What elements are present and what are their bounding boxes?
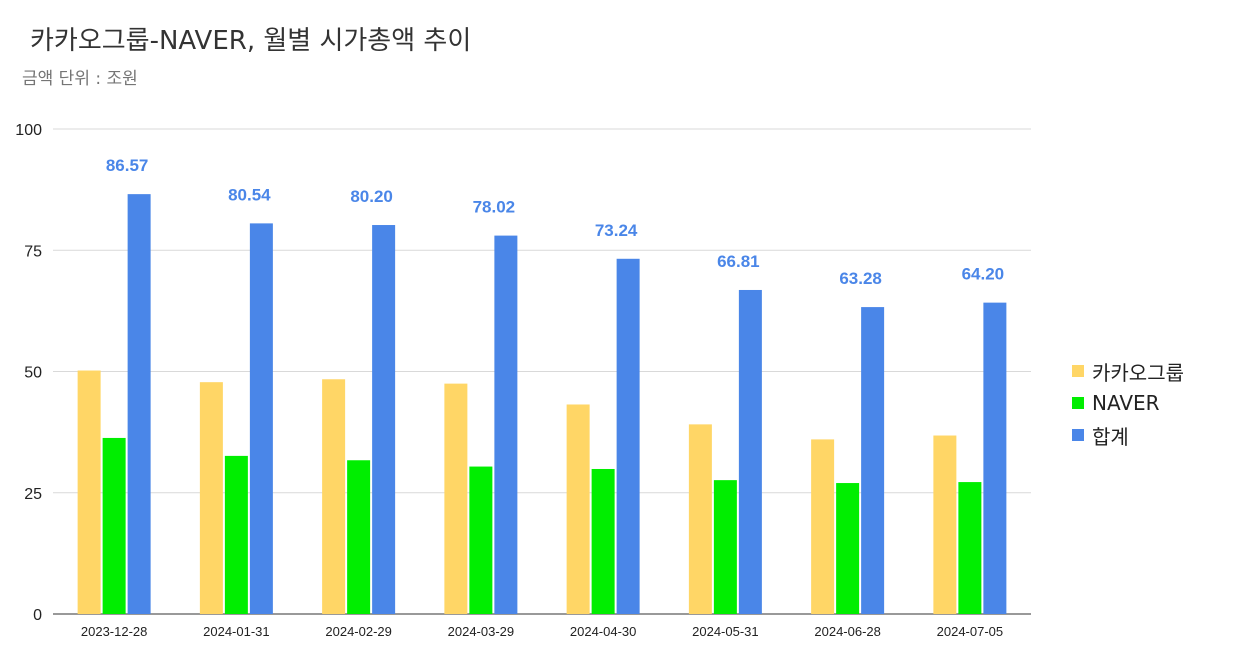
data-label: 78.02: [473, 198, 516, 217]
x-tick-label: 2023-12-28: [81, 624, 148, 639]
bar-total: [127, 194, 151, 614]
chart-title: 카카오그룹-NAVER, 월별 시가총액 추이: [30, 26, 472, 56]
bar-kakao: [199, 382, 223, 614]
data-label: 66.81: [717, 252, 760, 271]
data-label: 80.54: [228, 185, 271, 204]
bar-kakao: [811, 439, 835, 614]
y-tick-label: 50: [24, 365, 42, 382]
bar-kakao: [77, 370, 101, 614]
bar-naver: [836, 483, 860, 614]
bar-total: [861, 307, 885, 614]
x-tick-label: 2024-04-30: [570, 624, 637, 639]
bar-kakao: [566, 404, 590, 614]
legend: 카카오그룹 NAVER 합계: [1072, 355, 1184, 451]
legend-label-kakao: 카카오그룹: [1092, 360, 1184, 385]
legend-label-total: 합계: [1092, 424, 1129, 449]
y-tick-label: 75: [24, 243, 42, 260]
legend-swatch-kakao: [1072, 365, 1084, 377]
x-tick-label: 2024-02-29: [325, 624, 392, 639]
legend-item-naver: NAVER: [1072, 387, 1184, 419]
x-tick-label: 2024-06-28: [814, 624, 881, 639]
bar-naver: [469, 466, 493, 614]
data-label: 64.20: [962, 265, 1005, 284]
y-tick-label: 0: [33, 607, 42, 624]
y-tick-label: 100: [15, 122, 42, 139]
bar-naver: [347, 460, 371, 614]
bar-kakao: [444, 383, 468, 614]
x-tick-label: 2024-07-05: [937, 624, 1004, 639]
bar-naver: [102, 437, 126, 614]
bar-total: [494, 235, 518, 614]
legend-swatch-total: [1072, 429, 1084, 441]
bar-total: [249, 223, 273, 615]
y-tick-label: 25: [24, 486, 42, 503]
bar-naver: [713, 480, 737, 614]
legend-item-total: 합계: [1072, 419, 1184, 451]
x-tick-label: 2024-05-31: [692, 624, 759, 639]
bar-total: [372, 225, 396, 614]
data-label: 86.57: [106, 156, 149, 175]
bar-total: [616, 258, 640, 614]
legend-swatch-naver: [1072, 397, 1084, 409]
legend-label-naver: NAVER: [1092, 391, 1160, 415]
legend-item-kakao: 카카오그룹: [1072, 355, 1184, 387]
x-tick-label: 2024-03-29: [448, 624, 515, 639]
bar-kakao: [322, 379, 346, 614]
bar-kakao: [933, 435, 957, 614]
bar-total: [738, 289, 762, 614]
data-label: 63.28: [839, 269, 882, 288]
bar-naver: [591, 468, 615, 614]
data-label: 73.24: [595, 221, 638, 240]
bar-total: [983, 302, 1007, 614]
bar-naver: [958, 482, 982, 614]
chart-subtitle: 금액 단위 : 조원: [22, 69, 138, 89]
x-tick-label: 2024-01-31: [203, 624, 270, 639]
bar-naver: [224, 455, 248, 614]
data-label: 80.20: [350, 187, 393, 206]
bar-kakao: [688, 424, 712, 614]
